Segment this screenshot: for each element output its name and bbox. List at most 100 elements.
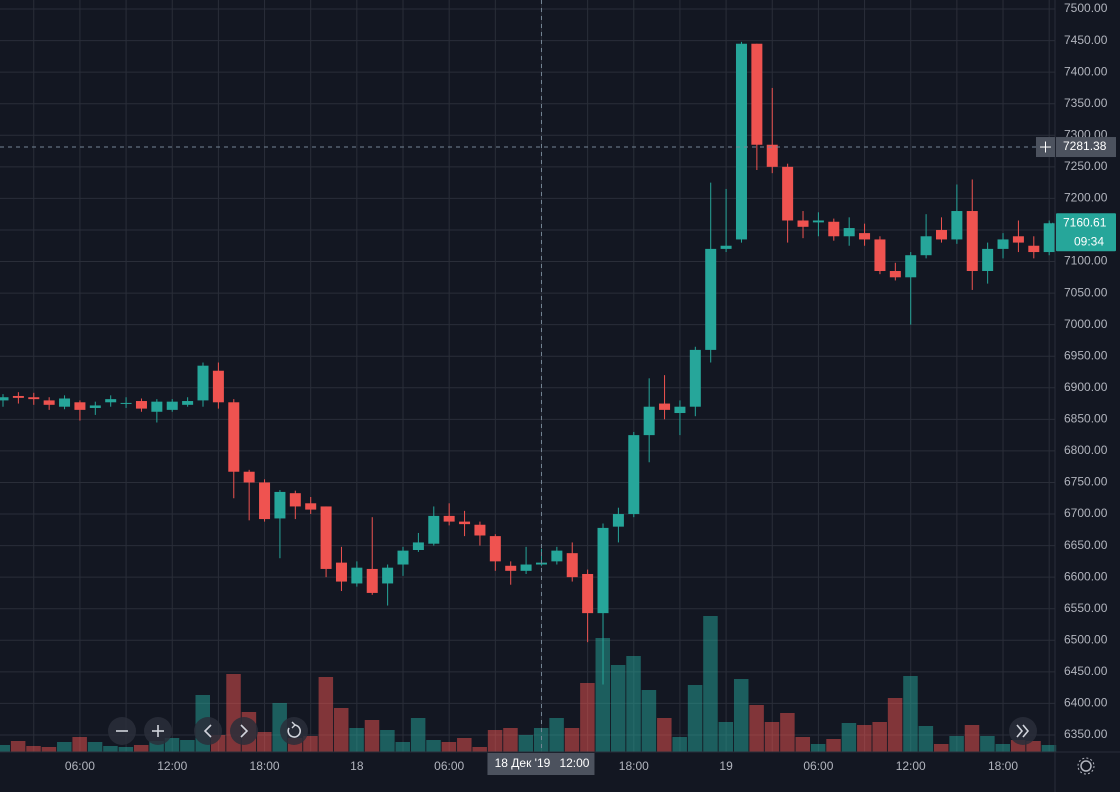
volume-bar (0, 745, 10, 752)
x-tick-label: 06:00 (803, 759, 833, 773)
volume-bar (380, 730, 395, 752)
candle-body (966, 211, 978, 271)
candle-body (489, 536, 501, 562)
x-tick-label: 12:00 (896, 759, 926, 773)
volume-bar (518, 735, 534, 752)
y-tick-label: 6650.00 (1064, 538, 1108, 552)
volume-bar (810, 744, 826, 752)
candle-body (935, 229, 947, 240)
volume-bar (749, 705, 764, 752)
volume-bar (1041, 745, 1057, 752)
y-tick-label: 7450.00 (1064, 33, 1108, 47)
scroll-left-button[interactable] (194, 717, 222, 745)
candle-body (243, 471, 255, 483)
volume-bar (826, 739, 841, 752)
volume-bar (687, 685, 703, 752)
volume-bar (26, 746, 41, 752)
y-tick-label: 6500.00 (1064, 632, 1108, 646)
volume-bar (964, 725, 980, 752)
volume-bar (318, 677, 334, 752)
candle-body (843, 228, 855, 237)
toolbar (108, 717, 1095, 775)
volume-bar (533, 728, 549, 752)
volume-bar (149, 741, 164, 752)
candle-body (628, 435, 640, 515)
candle-body (351, 567, 363, 584)
volume-bar (610, 665, 626, 752)
y-tick-label: 6750.00 (1064, 475, 1108, 489)
y-tick-label: 7400.00 (1064, 64, 1108, 78)
candle-body (520, 564, 532, 571)
volume-bar (457, 738, 472, 752)
candle-body (459, 521, 471, 525)
y-tick-label: 7250.00 (1064, 159, 1108, 173)
volume-bar (780, 713, 795, 752)
candle-body (105, 399, 117, 403)
candle-body (443, 515, 455, 522)
candle-body (259, 482, 271, 520)
candle-body (151, 401, 163, 412)
candle-body (705, 248, 717, 350)
volume-bar (487, 730, 503, 752)
volume-bar (180, 740, 195, 752)
volume-bar (949, 736, 964, 752)
candle-body (751, 43, 763, 145)
reset-button[interactable] (280, 717, 308, 745)
volume-bar (764, 722, 780, 752)
candle-body (0, 397, 9, 401)
scroll-right-button[interactable] (230, 717, 258, 745)
y-tick-label: 6450.00 (1064, 664, 1108, 678)
volume-bar (626, 656, 641, 752)
zoom-in-button[interactable] (144, 717, 172, 745)
candle-body (597, 527, 609, 614)
volume-bar (41, 747, 57, 752)
candle-body (274, 491, 286, 519)
scroll-to-end-button[interactable] (1009, 717, 1037, 745)
candle-body (397, 550, 409, 565)
candle-body (305, 503, 317, 510)
candle-body (505, 565, 517, 571)
candle-body (412, 542, 424, 551)
y-tick-label: 7350.00 (1064, 96, 1108, 110)
candle-body (920, 236, 932, 256)
candle-body (566, 553, 578, 578)
candle-body (120, 402, 132, 404)
volume-bar (857, 725, 872, 752)
candle-body (735, 43, 747, 240)
y-tick-label: 7500.00 (1064, 1, 1108, 15)
volume-bar (133, 745, 149, 752)
candle-body (166, 401, 178, 410)
candle-body (289, 493, 301, 507)
volume-bar (57, 742, 72, 752)
candle-body (797, 220, 809, 227)
volume-bar (472, 747, 487, 752)
candle-body (59, 398, 71, 407)
crosshair-price-label: 7281.38 (1063, 139, 1107, 153)
candle-body (551, 550, 563, 562)
candle-body (812, 220, 824, 223)
volume-bar (164, 738, 180, 752)
y-tick-label: 6950.00 (1064, 348, 1108, 362)
zoom-out-button[interactable] (108, 717, 136, 745)
volume-bar (995, 744, 1011, 752)
volume-bar (426, 740, 441, 752)
candle-body (212, 370, 224, 403)
y-tick-label: 7000.00 (1064, 317, 1108, 331)
crosshair-price-box (1056, 137, 1116, 158)
volume-bar (841, 723, 857, 752)
candle-body (997, 239, 1009, 249)
candle-body (335, 562, 347, 582)
candle-body (720, 245, 732, 249)
candle-body (366, 568, 378, 593)
candle-body (1028, 245, 1040, 253)
candle-body (1012, 236, 1024, 243)
candle-body (951, 211, 963, 240)
y-tick-label: 6800.00 (1064, 443, 1108, 457)
settings-button[interactable] (1077, 757, 1095, 775)
overlay: 18 Дек '19 12:00 7281.38 7160.61 09:34 (0, 0, 1116, 775)
volume-bar (441, 742, 457, 752)
candle-body (889, 270, 901, 278)
candle-body (28, 397, 40, 400)
